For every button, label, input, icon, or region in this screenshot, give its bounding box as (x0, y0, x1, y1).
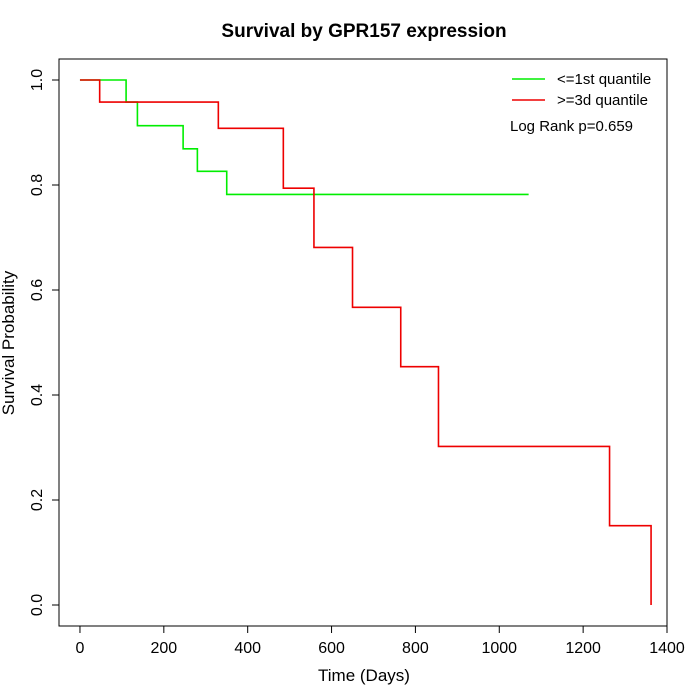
log-rank-annotation: Log Rank p=0.659 (510, 118, 633, 135)
x-axis-label: Time (Days) (318, 666, 410, 685)
y-tick-label: 0.6 (29, 279, 46, 301)
survival-curve-1 (79, 79, 652, 605)
y-tick-label: 0.0 (29, 594, 46, 616)
x-axis: 0 200 400 600 800 1000 1200 1400 (76, 625, 685, 657)
y-tick-label: 1.0 (29, 69, 46, 91)
survival-curve-0 (79, 79, 529, 196)
x-tick-label: 1000 (481, 640, 517, 657)
x-tick-label: 1400 (649, 640, 685, 657)
y-tick-label: 0.2 (29, 489, 46, 511)
legend: <=1st quantile >=3d quantile (512, 71, 651, 109)
legend-label-1: >=3d quantile (557, 92, 648, 109)
x-tick-label: 200 (150, 640, 177, 657)
x-tick-label: 600 (318, 640, 345, 657)
chart-title: Survival by GPR157 expression (221, 21, 506, 42)
y-tick-label: 0.4 (29, 384, 46, 406)
x-tick-label: 1200 (565, 640, 601, 657)
x-tick-label: 400 (234, 640, 261, 657)
x-tick-label: 800 (402, 640, 429, 657)
y-tick-label: 0.8 (29, 174, 46, 196)
plot-frame (58, 58, 668, 627)
x-tick-label: 0 (76, 640, 85, 657)
series-layer (79, 79, 652, 605)
legend-label-0: <=1st quantile (557, 71, 651, 88)
y-axis-label: Survival Probability (0, 270, 18, 415)
y-axis: 0.0 0.2 0.4 0.6 0.8 1.0 (29, 69, 60, 616)
